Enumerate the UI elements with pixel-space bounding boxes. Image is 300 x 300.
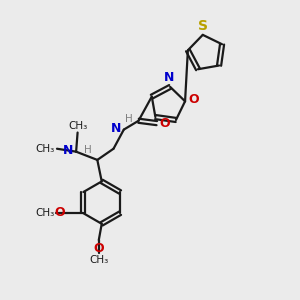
- Text: CH₃: CH₃: [36, 208, 55, 218]
- Text: CH₃: CH₃: [35, 144, 55, 154]
- Text: H: H: [84, 145, 92, 154]
- Text: CH₃: CH₃: [89, 255, 108, 265]
- Text: N: N: [111, 122, 122, 135]
- Text: N: N: [63, 144, 73, 157]
- Text: O: O: [94, 242, 104, 255]
- Text: O: O: [55, 206, 65, 219]
- Text: H: H: [125, 114, 133, 124]
- Text: CH₃: CH₃: [69, 121, 88, 131]
- Text: O: O: [160, 117, 170, 130]
- Text: N: N: [164, 71, 174, 84]
- Text: O: O: [189, 93, 199, 106]
- Text: S: S: [198, 19, 208, 33]
